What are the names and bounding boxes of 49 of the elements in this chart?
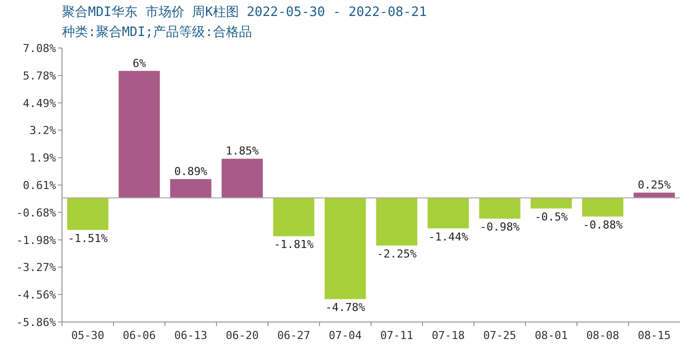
bar <box>428 198 469 228</box>
data-label: -0.98% <box>480 220 520 234</box>
bar <box>324 198 366 300</box>
bar <box>273 198 314 236</box>
y-tick-label: 1.9% <box>30 152 56 165</box>
x-tick-label: 07-11 <box>380 329 414 342</box>
bar <box>634 192 675 198</box>
x-tick-label: 06-13 <box>174 329 208 342</box>
chart-subtitle: 种类:聚合MDI;产品等级:合格品 <box>62 25 252 40</box>
x-tick-label: 08-01 <box>534 329 568 342</box>
data-label: 0.25% <box>638 178 672 192</box>
bar <box>376 198 418 246</box>
y-tick-label: 3.2% <box>30 124 56 138</box>
y-tick-label: -3.27% <box>16 261 56 274</box>
data-label: -2.25% <box>376 248 417 261</box>
bar <box>530 198 572 209</box>
bar <box>170 179 212 198</box>
data-label: -0.5% <box>534 210 568 224</box>
x-tick-label: 06-06 <box>122 329 156 342</box>
y-tick-label: 4.49% <box>22 96 56 110</box>
data-label: 0.89% <box>174 165 208 178</box>
x-tick-label: 08-08 <box>586 329 620 342</box>
y-tick-label: -5.86% <box>16 316 56 329</box>
x-tick-label: 07-18 <box>432 329 465 342</box>
data-label: 1.85% <box>226 144 260 158</box>
y-tick-label: -4.56% <box>16 288 56 302</box>
chart-title: 聚合MDI华东 市场价 周K柱图 2022-05-30 - 2022-08-21 <box>62 5 427 20</box>
x-tick-label: 06-27 <box>277 329 310 342</box>
y-tick-label: 0.61% <box>22 179 56 192</box>
data-label: -1.81% <box>274 238 314 252</box>
y-tick-label: -1.98% <box>16 234 56 247</box>
data-label: -0.88% <box>582 218 623 232</box>
y-tick-label: 7.08% <box>22 42 56 55</box>
x-tick-label: 07-25 <box>483 329 516 342</box>
data-label: 6% <box>132 56 146 70</box>
x-tick-label: 06-20 <box>226 329 259 342</box>
x-tick-label: 05-30 <box>71 329 104 342</box>
bar <box>222 158 263 198</box>
x-tick-label: 07-04 <box>328 329 362 342</box>
bar <box>118 70 160 198</box>
x-tick-label: 08-15 <box>638 329 671 342</box>
bar <box>582 198 624 217</box>
data-label: -1.51% <box>68 232 108 245</box>
bar <box>67 198 108 230</box>
y-tick-label: -0.68% <box>16 206 56 220</box>
data-label: -1.44% <box>428 230 468 244</box>
y-tick-label: 5.78% <box>22 70 56 83</box>
bar <box>479 198 520 219</box>
data-label: -4.78% <box>325 301 366 314</box>
